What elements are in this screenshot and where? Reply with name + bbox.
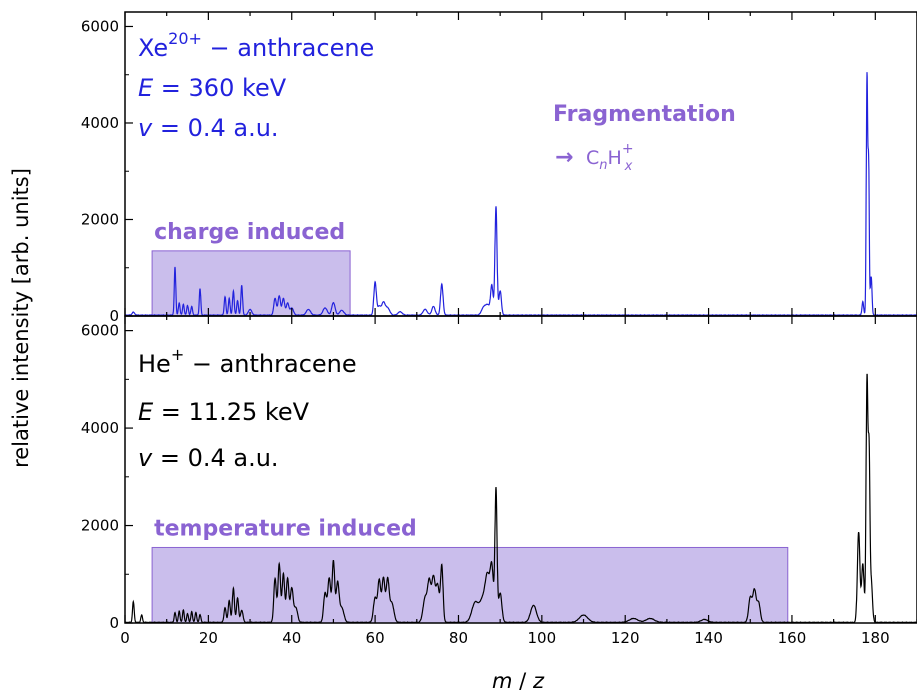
top-region-box [151,250,351,317]
top-annotation-line2: E = 360 keV [138,74,287,102]
bottom-panel: temperature induced 0 2000 4000 6000 0 20 40 6… [81,315,917,647]
bot-x-tick-label-5: 100 [528,629,557,647]
fragmentation-formula: CnH+ x [586,141,634,174]
bottom-region-label: temperature induced [154,516,417,541]
bot-x-tick-label-9: 180 [861,629,890,647]
bottom-x-ticks: 0 20 40 60 80 100 120 140 160 180 [120,316,917,647]
top-annotation-line3: v = 0.4 a.u. [138,114,279,142]
top-annotation-line1: Xe20+ − anthracene [138,29,374,62]
top-region-label: charge induced [154,220,345,245]
bottom-annotation-line3: v = 0.4 a.u. [138,444,279,472]
bot-x-tick-label-4: 80 [449,629,468,647]
bot-x-tick-label-0: 0 [120,629,130,647]
bot-x-tick-label-2: 40 [282,629,301,647]
bottom-annotation-line2: E = 11.25 keV [138,398,310,426]
bottom-frame [124,315,917,624]
x-axis-label: m / z [492,669,545,693]
top-spectrum-line [124,72,917,317]
top-y-tick-label-2: 4000 [81,114,119,132]
bottom-region-box [151,546,789,624]
bot-y-tick-label-0: 0 [109,614,119,632]
top-y-ticks: 0 2000 4000 6000 [81,17,133,325]
bot-y-tick-label-1: 2000 [81,517,119,535]
bot-x-tick-label-3: 60 [366,629,385,647]
fragmentation-arrow: → [555,145,573,170]
fragmentation-label: Fragmentation [553,102,736,127]
bot-x-tick-label-1: 20 [199,629,218,647]
top-panel: charge induced 0 2000 4000 6000 Xe20+ − ant… [81,11,917,325]
bot-y-tick-label-3: 6000 [81,322,119,340]
top-y-tick-label-0: 0 [109,307,119,325]
bottom-y-ticks: 0 2000 4000 6000 [81,322,133,632]
bot-x-tick-label-6: 120 [611,629,640,647]
y-axis-label: relative intensity [arb. units] [9,168,33,468]
bot-x-tick-label-8: 160 [778,629,807,647]
top-y-tick-label-3: 6000 [81,17,119,35]
bottom-annotation-line1: He+ − anthracene [138,345,357,378]
top-y-tick-label-1: 2000 [81,210,119,228]
bot-y-tick-label-2: 4000 [81,419,119,437]
bot-x-tick-label-7: 140 [694,629,723,647]
